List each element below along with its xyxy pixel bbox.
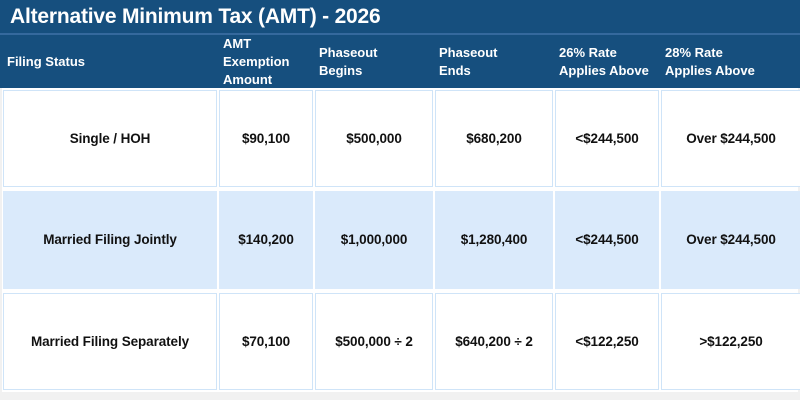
cell-phaseout-begins: $1,000,000 [315, 191, 433, 289]
cell-28-rate: >$122,250 [661, 292, 800, 390]
cell-phaseout-begins: $500,000 [315, 90, 433, 188]
table-row-single-hoh: Single / HOH $90,100 $500,000 $680,200 <… [2, 88, 800, 189]
cell-filing-status: Single / HOH [3, 90, 217, 188]
table-body: Single / HOH $90,100 $500,000 $680,200 <… [2, 88, 800, 392]
title-bar: Alternative Minimum Tax (AMT) - 2026 [0, 0, 800, 33]
column-header-28-rate-applies-above: 28% Rate Applies Above [665, 45, 755, 78]
cell-26-rate: <$122,250 [555, 292, 659, 390]
cell-26-rate: <$244,500 [555, 191, 659, 289]
column-header-phaseout-begins: Phaseout Begins [319, 45, 378, 78]
table-row-married-filing-separately: Married Filing Separately $70,100 $500,0… [2, 291, 800, 392]
column-header-phaseout-ends: Phaseout Ends [439, 45, 498, 78]
page-title: Alternative Minimum Tax (AMT) - 2026 [10, 4, 381, 28]
cell-filing-status: Married Filing Jointly [3, 191, 217, 289]
cell-phaseout-ends: $640,200 ÷ 2 [435, 292, 553, 390]
column-header-filing-status: Filing Status [7, 54, 85, 69]
cell-filing-status: Married Filing Separately [3, 292, 217, 390]
cell-28-rate: Over $244,500 [661, 191, 800, 289]
column-header-amt-exemption-amount: AMT Exemption Amount [223, 36, 290, 87]
cell-28-rate: Over $244,500 [661, 90, 800, 188]
cell-phaseout-ends: $680,200 [435, 90, 553, 188]
cell-exemption-amount: $70,100 [219, 292, 313, 390]
table-header-row: Filing Status AMT Exemption Amount Phase… [0, 35, 800, 88]
cell-26-rate: <$244,500 [555, 90, 659, 188]
cell-phaseout-ends: $1,280,400 [435, 191, 553, 289]
cell-exemption-amount: $90,100 [219, 90, 313, 188]
column-header-26-rate-applies-above: 26% Rate Applies Above [559, 45, 649, 78]
title-divider [0, 33, 800, 35]
cell-phaseout-begins: $500,000 ÷ 2 [315, 292, 433, 390]
table-row-married-filing-jointly: Married Filing Jointly $140,200 $1,000,0… [2, 189, 800, 290]
cell-exemption-amount: $140,200 [219, 191, 313, 289]
